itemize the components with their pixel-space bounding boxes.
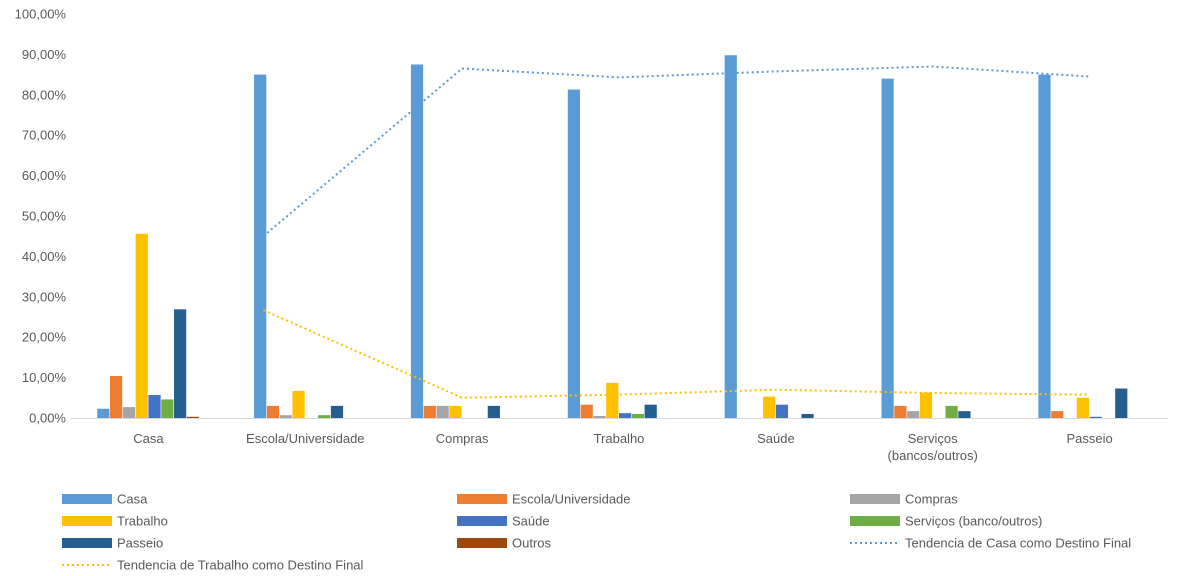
x-tick-label: (bancos/outros) (888, 448, 978, 463)
x-tick-label: Casa (133, 431, 164, 446)
bar (1076, 397, 1089, 418)
legend-label: Saúde (512, 514, 550, 529)
bar (763, 396, 776, 418)
trendline (262, 309, 1090, 399)
bar (1089, 416, 1102, 418)
bar (1038, 74, 1051, 418)
y-tick-label: 30,00% (22, 289, 67, 304)
bar (567, 89, 580, 419)
legend-swatch (62, 538, 112, 548)
bar (580, 404, 593, 418)
bar (97, 408, 110, 418)
bar (174, 309, 187, 418)
x-tick-label: Serviços (908, 431, 958, 446)
bar (775, 404, 789, 418)
bar (279, 415, 292, 418)
legend-swatch (850, 494, 900, 504)
bar (919, 392, 933, 418)
bar (148, 394, 161, 418)
y-axis: 0,00% 10,00% 20,00% 30,00% 40,00% 50,00% 60,00… (15, 7, 67, 426)
legend-swatch (62, 494, 112, 504)
legend-swatch (457, 494, 507, 504)
legend-label: Passeio (117, 536, 163, 551)
legend-label: Trabalho (117, 514, 168, 529)
y-tick-label: 60,00% (22, 168, 67, 183)
bar (894, 405, 907, 418)
bar (958, 411, 971, 418)
bar (1115, 388, 1128, 418)
bar (135, 233, 148, 418)
legend-label: Tendencia de Casa como Destino Final (905, 536, 1131, 551)
bar (631, 413, 644, 418)
bar (449, 405, 462, 418)
bar (487, 405, 500, 418)
y-tick-label: 100,00% (15, 7, 67, 22)
y-tick-label: 70,00% (22, 128, 67, 143)
x-tick-label: Saúde (757, 431, 795, 446)
bar (881, 78, 894, 418)
bars (97, 55, 1128, 419)
trendlines (262, 65, 1090, 399)
legend-swatch (62, 516, 112, 526)
bar (266, 405, 280, 418)
y-tick-label: 40,00% (22, 249, 67, 264)
bar (110, 375, 123, 418)
bar (724, 55, 737, 419)
legend-label: Outros (512, 536, 552, 551)
x-tick-label: Compras (436, 431, 489, 446)
legend-swatch (457, 538, 507, 548)
bar (254, 74, 267, 418)
y-tick-label: 0,00% (29, 411, 66, 426)
bar (593, 415, 606, 418)
bar (907, 411, 920, 418)
legend-swatch (850, 516, 900, 526)
bar (410, 64, 424, 418)
bar (619, 413, 632, 418)
bar (161, 399, 174, 418)
bar (1051, 411, 1064, 418)
bar (945, 405, 958, 418)
x-tick-label: Passeio (1066, 431, 1112, 446)
y-tick-label: 80,00% (22, 87, 67, 102)
bar (330, 405, 344, 418)
y-tick-label: 20,00% (22, 330, 67, 345)
bar (292, 390, 305, 418)
bar (644, 404, 657, 418)
x-tick-label: Escola/Universidade (246, 431, 365, 446)
legend: Casa Escola/Universidade Compras Trabalho S… (62, 492, 1131, 573)
legend-label: Tendencia de Trabalho como Destino Final (117, 558, 364, 573)
y-tick-label: 50,00% (22, 209, 67, 224)
bar (186, 416, 200, 418)
legend-label: Casa (117, 492, 148, 507)
bar (318, 415, 331, 418)
bar (606, 382, 619, 418)
legend-label: Escola/Universidade (512, 492, 631, 507)
legend-label: Serviços (banco/outros) (905, 514, 1042, 529)
bar (122, 407, 136, 418)
y-tick-label: 10,00% (22, 370, 67, 385)
trendline (262, 65, 1090, 237)
y-tick-label: 90,00% (22, 47, 67, 62)
legend-swatch (457, 516, 507, 526)
x-axis: Casa Escola/Universidade Compras Trabalho Sa… (70, 418, 1168, 463)
bar (801, 413, 814, 418)
bar (436, 405, 449, 418)
bar (423, 405, 436, 418)
legend-label: Compras (905, 492, 958, 507)
x-tick-label: Trabalho (594, 431, 645, 446)
